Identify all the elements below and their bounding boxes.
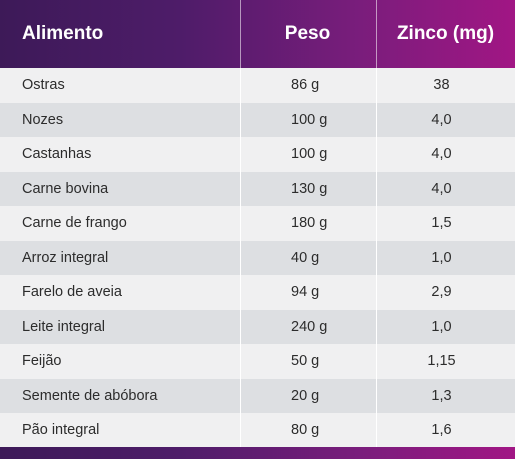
cell-food: Feijão — [22, 353, 62, 369]
cell-weight: 100 g — [291, 111, 328, 128]
header-divider — [376, 0, 377, 68]
column-divider — [240, 102, 241, 137]
cell-food: Carne bovina — [22, 180, 109, 197]
cell-zinc: 1,6 — [431, 422, 452, 438]
table-row: Carne de frango 180 g 1,5 — [0, 206, 515, 241]
cell-weight: 86 g — [291, 77, 320, 93]
cell-zinc: 1,5 — [431, 215, 452, 231]
table-body: Ostras 86 g 38 Nozes 100 g 4,0 Castanhas 100 g 4… — [0, 68, 515, 448]
column-divider — [376, 206, 377, 241]
column-divider — [240, 413, 241, 448]
cell-zinc: 4,0 — [431, 111, 452, 128]
column-divider — [376, 309, 377, 344]
cell-zinc: 1,15 — [427, 353, 456, 369]
column-divider — [376, 344, 377, 379]
column-divider — [376, 171, 377, 206]
cell-weight: 180 g — [291, 215, 328, 231]
cell-zinc: 1,3 — [431, 387, 452, 404]
column-divider — [240, 137, 241, 172]
column-divider — [376, 68, 377, 103]
table-row: Arroz integral 40 g 1,0 — [0, 240, 515, 275]
table-row: Carne bovina 130 g 4,0 — [0, 171, 515, 206]
header-weight: Peso — [284, 23, 331, 44]
table-row: Ostras 86 g 38 — [0, 68, 515, 103]
cell-food: Nozes — [22, 111, 64, 128]
header-food: Alimento — [22, 23, 104, 44]
cell-food: Castanhas — [22, 146, 92, 162]
cell-food: Farelo de aveia — [22, 284, 122, 300]
cell-weight: 130 g — [291, 180, 328, 197]
column-divider — [240, 344, 241, 379]
cell-weight: 40 g — [291, 249, 320, 266]
table-header: Alimento Peso Zinco (mg) — [0, 0, 515, 68]
cell-food: Arroz integral — [22, 249, 109, 266]
column-divider — [376, 240, 377, 275]
cell-food: Ostras — [22, 77, 65, 93]
cell-weight: 240 g — [291, 318, 328, 335]
cell-weight: 94 g — [291, 284, 320, 300]
table-footer-bar — [0, 447, 515, 459]
table-row: Castanhas 100 g 4,0 — [0, 137, 515, 172]
table-row: Pão integral 80 g 1,6 — [0, 413, 515, 448]
column-divider — [376, 102, 377, 137]
table-row: Leite integral 240 g 1,0 — [0, 309, 515, 344]
cell-food: Carne de frango — [22, 215, 127, 231]
header-zinc: Zinco (mg) — [396, 23, 495, 44]
header-divider — [240, 0, 241, 68]
cell-zinc: 1,0 — [431, 249, 452, 266]
column-divider — [376, 137, 377, 172]
cell-zinc: 4,0 — [431, 146, 452, 162]
column-divider — [240, 309, 241, 344]
column-divider — [376, 275, 377, 310]
column-divider — [376, 378, 377, 413]
column-divider — [376, 413, 377, 448]
cell-weight: 50 g — [291, 353, 320, 369]
table-row: Farelo de aveia 94 g 2,9 — [0, 275, 515, 310]
cell-food: Pão integral — [22, 422, 100, 438]
cell-weight: 100 g — [291, 146, 328, 162]
column-divider — [240, 68, 241, 103]
cell-zinc: 4,0 — [431, 180, 452, 197]
column-divider — [240, 206, 241, 241]
column-divider — [240, 240, 241, 275]
cell-zinc: 38 — [433, 77, 450, 93]
table-row: Nozes 100 g 4,0 — [0, 102, 515, 137]
column-divider — [240, 171, 241, 206]
table-row: Semente de abóbora 20 g 1,3 — [0, 378, 515, 413]
cell-zinc: 2,9 — [431, 284, 452, 300]
cell-food: Leite integral — [22, 318, 106, 335]
table-row: Feijão 50 g 1,15 — [0, 344, 515, 379]
cell-food: Semente de abóbora — [22, 387, 158, 404]
column-divider — [240, 378, 241, 413]
cell-weight: 20 g — [291, 387, 320, 404]
cell-weight: 80 g — [291, 422, 320, 438]
column-divider — [240, 275, 241, 310]
cell-zinc: 1,0 — [431, 318, 452, 335]
